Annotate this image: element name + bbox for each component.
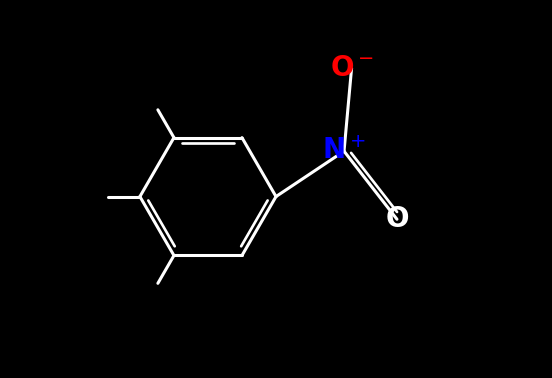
- Text: N$^+$: N$^+$: [322, 137, 366, 165]
- Text: O: O: [385, 205, 408, 233]
- Text: O$^-$: O$^-$: [330, 54, 374, 82]
